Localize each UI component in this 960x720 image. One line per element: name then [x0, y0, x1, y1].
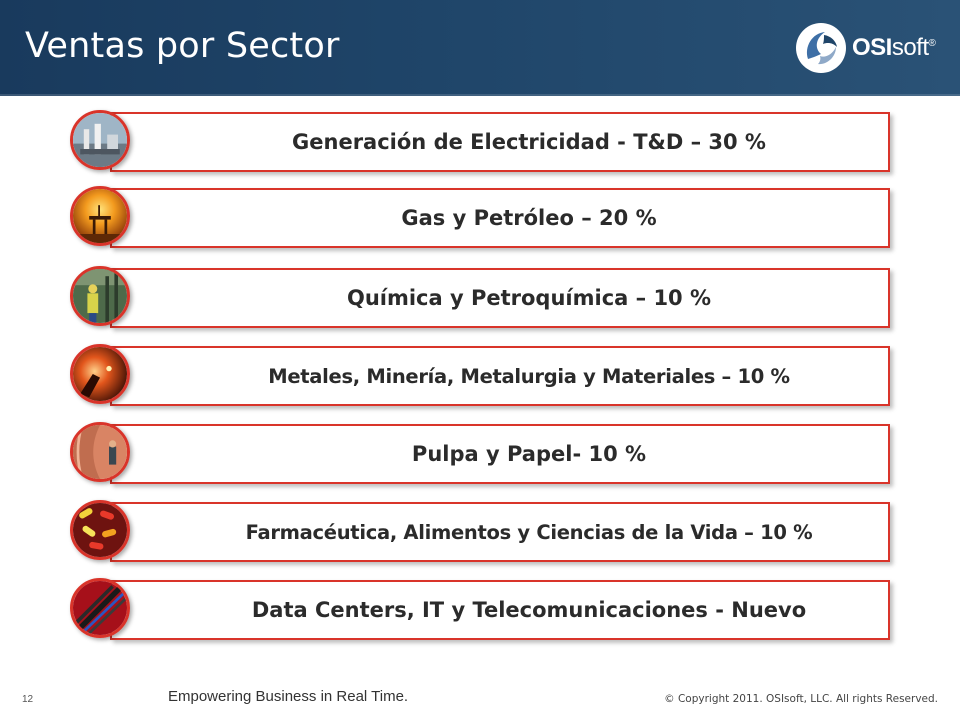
osisoft-logo: OSIsoft®: [794, 20, 944, 76]
sector-label: Pulpa y Papel- 10 %: [411, 442, 647, 466]
sector-row: Química y Petroquímica – 10 %: [70, 266, 890, 330]
capsules-icon: [70, 500, 130, 560]
sector-label: Metales, Minería, Metalurgia y Materiale…: [268, 364, 790, 388]
slide-title: Ventas por Sector: [25, 26, 340, 66]
chemical-worker-icon: [70, 266, 130, 326]
sector-row: Metales, Minería, Metalurgia y Materiale…: [70, 344, 890, 408]
molten-metal-icon: [70, 344, 130, 404]
logo-wordmark: OSIsoft®: [852, 34, 936, 61]
title-banner: Ventas por Sector OSIsoft®: [0, 0, 960, 96]
paper-roll-icon: [70, 422, 130, 482]
sector-label: Data Centers, IT y Telecomunicaciones - …: [251, 598, 807, 622]
footer-tagline: Empowering Business in Real Time.: [168, 688, 409, 705]
sector-bar: Data Centers, IT y Telecomunicaciones - …: [110, 580, 890, 640]
osisoft-swirl-icon: [796, 23, 846, 73]
footer-copyright: © Copyright 2011. OSIsoft, LLC. All righ…: [664, 693, 938, 705]
sector-label: Gas y Petróleo – 20 %: [401, 206, 657, 230]
sector-bar: Pulpa y Papel- 10 %: [110, 424, 890, 484]
sector-row: Generación de Electricidad - T&D – 30 %: [70, 110, 890, 174]
sector-row: Data Centers, IT y Telecomunicaciones - …: [70, 578, 890, 642]
power-plant-icon: [70, 110, 130, 170]
sector-bar: Metales, Minería, Metalurgia y Materiale…: [110, 346, 890, 406]
sector-label: Generación de Electricidad - T&D – 30 %: [292, 130, 766, 154]
sector-bar: Química y Petroquímica – 10 %: [110, 268, 890, 328]
oil-rig-sunset-icon: [70, 186, 130, 246]
sector-bar: Farmacéutica, Alimentos y Ciencias de la…: [110, 502, 890, 562]
sector-bar: Gas y Petróleo – 20 %: [110, 188, 890, 248]
sector-row: Farmacéutica, Alimentos y Ciencias de la…: [70, 500, 890, 564]
sector-bar: Generación de Electricidad - T&D – 30 %: [110, 112, 890, 172]
sector-label: Química y Petroquímica – 10 %: [346, 286, 712, 310]
page-number: 12: [22, 694, 34, 705]
sector-row: Pulpa y Papel- 10 %: [70, 422, 890, 486]
sector-row: Gas y Petróleo – 20 %: [70, 186, 890, 250]
sector-label: Farmacéutica, Alimentos y Ciencias de la…: [245, 520, 813, 544]
fiber-cables-icon: [70, 578, 130, 638]
